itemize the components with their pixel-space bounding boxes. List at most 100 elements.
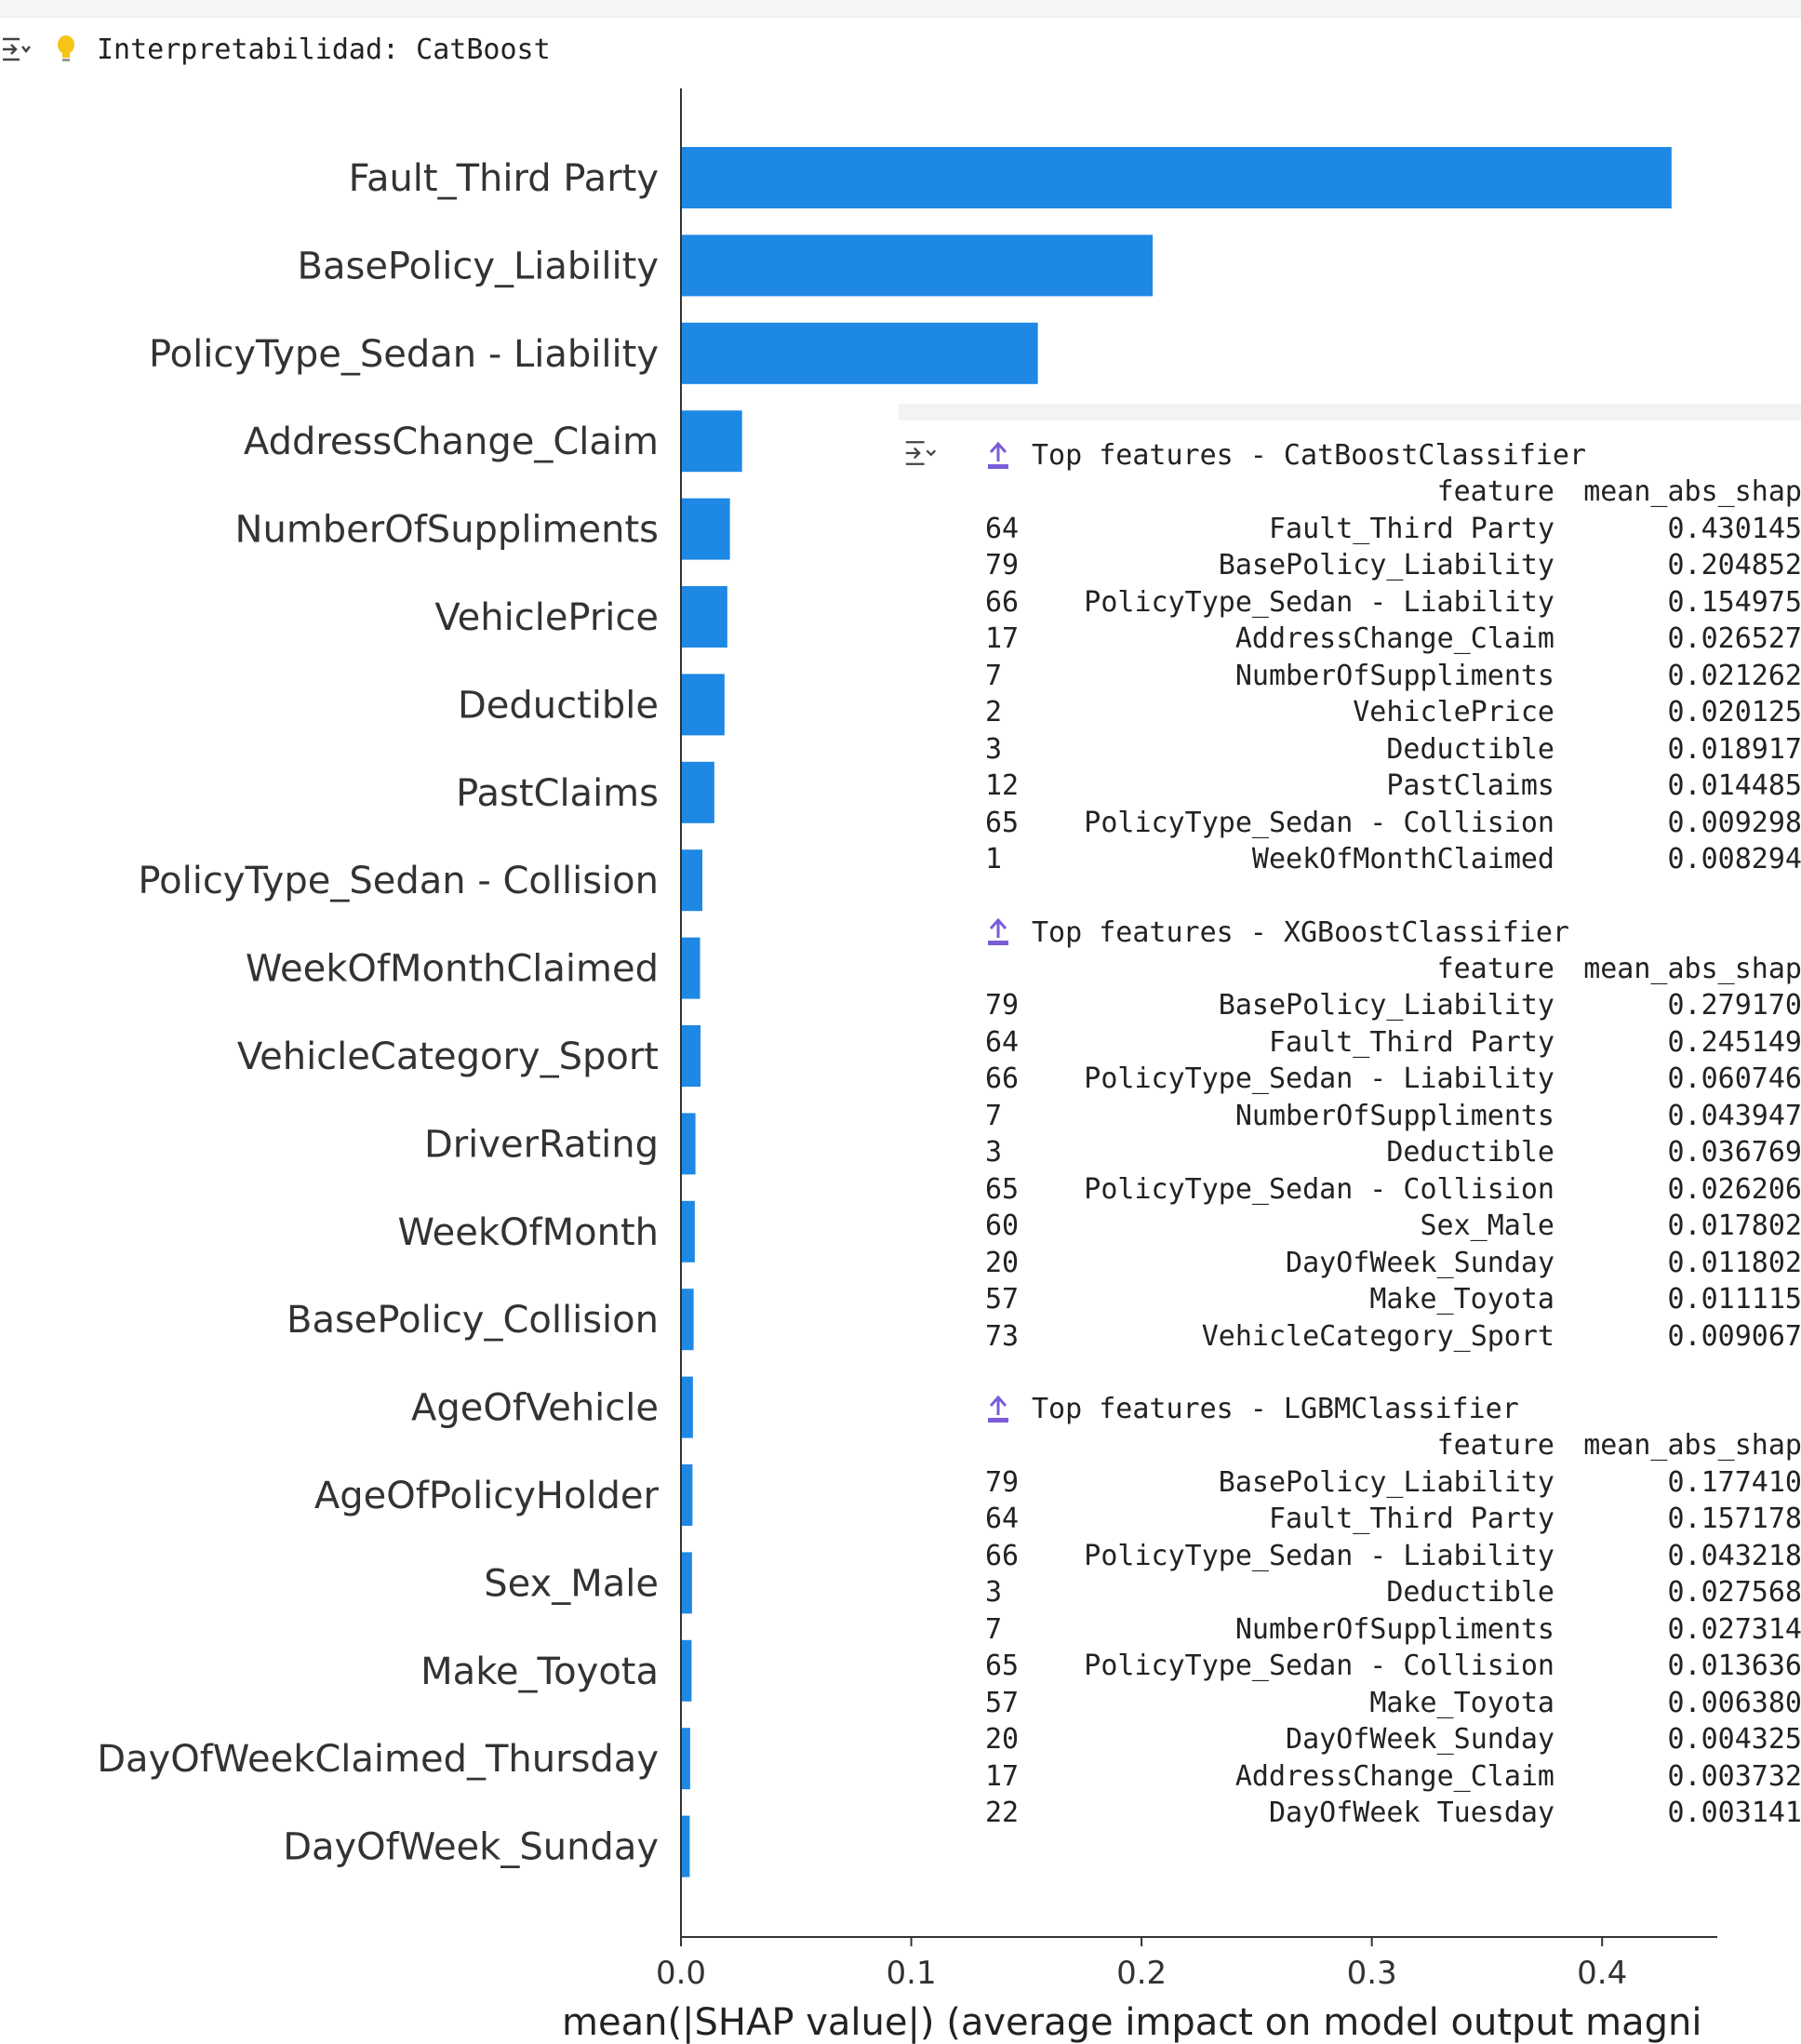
table-row: 66 PolicyType_Sedan - Liability 0.043218	[985, 1538, 1801, 1575]
row-index: 79	[985, 989, 1020, 1022]
row-index: 64	[985, 512, 1020, 545]
lightbulb-icon	[56, 34, 76, 64]
feature-label: AddressChange_Claim	[244, 421, 659, 463]
row-index: 2	[985, 696, 1003, 729]
table-header-row: feature mean_abs_shap	[985, 951, 1801, 988]
row-index: 79	[985, 1465, 1020, 1499]
table-title-text: Top features - XGBoostClassifier	[1032, 915, 1569, 949]
value-cell: 0.060746	[1667, 1062, 1801, 1096]
bar	[681, 498, 730, 560]
feature-label: VehiclePrice	[434, 596, 659, 639]
bar	[681, 1815, 690, 1877]
feature-label: PastClaims	[456, 772, 659, 815]
feature-cell: PolicyType_Sedan - Collision	[1084, 806, 1554, 839]
collapse-output-icon[interactable]	[904, 437, 938, 469]
feature-label: WeekOfMonthClaimed	[246, 948, 659, 991]
bar	[681, 849, 703, 912]
bar	[681, 1113, 696, 1175]
row-index: 17	[985, 1759, 1020, 1793]
value-cell: 0.011802	[1667, 1246, 1801, 1279]
value-cell: 0.009298	[1667, 806, 1801, 839]
feature-label: DayOfWeek_Sunday	[283, 1826, 659, 1869]
table-header-row: feature mean_abs_shap	[985, 1427, 1801, 1464]
x-tick-label: 0.2	[1116, 1955, 1167, 1992]
feature-cell: Deductible	[1386, 1136, 1554, 1169]
value-cell: 0.018917	[1667, 732, 1801, 766]
top-arrow-icon	[985, 917, 1011, 947]
value-cell: 0.204852	[1667, 549, 1801, 582]
value-cell: 0.020125	[1667, 696, 1801, 729]
feature-cell: WeekOfMonthClaimed	[1251, 843, 1554, 876]
value-cell: 0.026527	[1667, 622, 1801, 656]
feature-label: PolicyType_Sedan - Collision	[138, 860, 659, 902]
feature-cell: Fault_Third Party	[1268, 1025, 1554, 1059]
collapse-output-icon[interactable]	[0, 33, 33, 65]
column-header: feature	[1436, 1429, 1554, 1463]
table-row: 57 Make_Toyota 0.006380	[985, 1685, 1801, 1722]
row-index: 22	[985, 1797, 1020, 1830]
row-index: 3	[985, 732, 1003, 766]
feature-table: Top features - CatBoostClassifier feature…	[985, 437, 1801, 878]
feature-label: DriverRating	[424, 1123, 659, 1166]
table-row: 57 Make_Toyota 0.011115	[985, 1281, 1801, 1318]
column-header: feature	[1436, 475, 1554, 509]
bar	[681, 1376, 693, 1438]
row-index: 65	[985, 1650, 1020, 1683]
feature-label: BasePolicy_Collision	[287, 1299, 659, 1342]
table-row: 17 AddressChange_Claim 0.003732	[985, 1758, 1801, 1796]
row-index: 7	[985, 659, 1003, 692]
output-header: Interpretabilidad: CatBoost	[56, 28, 551, 71]
value-cell: 0.177410	[1667, 1465, 1801, 1499]
bar	[681, 147, 1672, 208]
table-row: 22 DayOfWeek Tuesday 0.003141	[985, 1795, 1801, 1832]
feature-label: AgeOfPolicyHolder	[314, 1475, 660, 1517]
value-cell: 0.279170	[1667, 989, 1801, 1022]
table-row: 2 VehiclePrice 0.020125	[985, 694, 1801, 731]
feature-cell: PolicyType_Sedan - Liability	[1084, 1062, 1554, 1096]
table-row: 17 AddressChange_Claim 0.026527	[985, 621, 1801, 658]
row-index: 20	[985, 1246, 1020, 1279]
panel-top-bar	[899, 404, 1801, 421]
feature-cell: DayOfWeek_Sunday	[1286, 1723, 1554, 1757]
value-cell: 0.003141	[1667, 1797, 1801, 1830]
feature-cell: Fault_Third Party	[1268, 512, 1554, 545]
tables-output-panel: Top features - CatBoostClassifier feature…	[899, 404, 1801, 1837]
feature-label: Deductible	[458, 684, 659, 727]
value-cell: 0.043218	[1667, 1539, 1801, 1572]
bar	[681, 1728, 690, 1790]
feature-cell: DayOfWeek Tuesday	[1268, 1797, 1554, 1830]
table-row: 65 PolicyType_Sedan - Collision 0.013636	[985, 1648, 1801, 1685]
top-arrow-icon	[985, 1395, 1011, 1424]
table-row: 79 BasePolicy_Liability 0.177410	[985, 1464, 1801, 1502]
feature-label: PolicyType_Sedan - Liability	[149, 333, 659, 376]
feature-cell: Fault_Third Party	[1268, 1503, 1554, 1536]
row-index: 17	[985, 622, 1020, 656]
feature-cell: Deductible	[1386, 1576, 1554, 1610]
feature-cell: VehiclePrice	[1353, 696, 1554, 729]
bar	[681, 1552, 692, 1614]
value-cell: 0.026206	[1667, 1172, 1801, 1206]
feature-cell: Sex_Male	[1420, 1209, 1555, 1243]
feature-cell: AddressChange_Claim	[1234, 1759, 1554, 1793]
value-cell: 0.017802	[1667, 1209, 1801, 1243]
row-index: 57	[985, 1686, 1020, 1719]
table-row: 79 BasePolicy_Liability 0.279170	[985, 987, 1801, 1024]
table-title-text: Top features - CatBoostClassifier	[1032, 439, 1587, 472]
value-cell: 0.430145	[1667, 512, 1801, 545]
row-index: 65	[985, 1172, 1020, 1206]
feature-cell: VehicleCategory_Sport	[1201, 1319, 1554, 1353]
table-row: 3 Deductible 0.027568	[985, 1574, 1801, 1611]
table-row: 66 PolicyType_Sedan - Liability 0.060746	[985, 1061, 1801, 1098]
value-cell: 0.043947	[1667, 1099, 1801, 1132]
value-cell: 0.004325	[1667, 1723, 1801, 1757]
table-row: 79 BasePolicy_Liability 0.204852	[985, 547, 1801, 584]
table-row: 73 VehicleCategory_Sport 0.009067	[985, 1318, 1801, 1356]
value-cell: 0.006380	[1667, 1686, 1801, 1719]
table-row: 3 Deductible 0.018917	[985, 731, 1801, 768]
value-cell: 0.014485	[1667, 769, 1801, 803]
feature-table: Top features - LGBMClassifier feature mean…	[985, 1391, 1801, 1832]
row-index: 3	[985, 1576, 1003, 1610]
column-header: feature	[1436, 952, 1554, 985]
feature-label: Make_Toyota	[420, 1650, 659, 1693]
feature-label: NumberOfSuppliments	[235, 509, 659, 552]
